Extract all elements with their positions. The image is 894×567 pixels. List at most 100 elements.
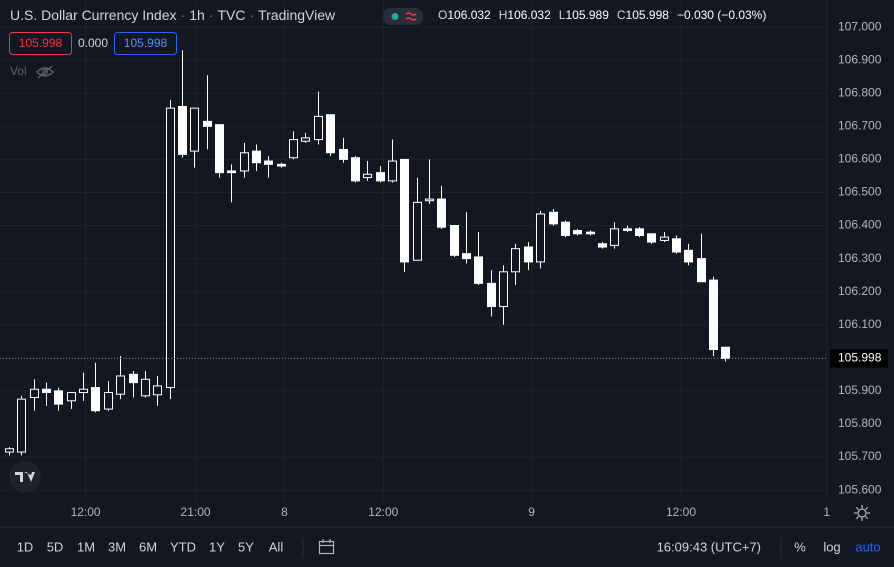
x-tick-label: 12:00 (666, 505, 696, 519)
range-button[interactable]: 1D (17, 539, 34, 554)
range-button[interactable]: All (269, 539, 284, 554)
candle-body (153, 385, 162, 396)
scale-option[interactable]: % (794, 539, 806, 554)
candle-body (363, 173, 372, 179)
candle-body (623, 228, 632, 231)
goto-date-icon[interactable] (318, 539, 335, 555)
x-tick-label: 8 (281, 505, 288, 519)
y-tick-label: 107.000 (838, 19, 882, 33)
x-tick-label: 1 (823, 505, 830, 519)
y-tick-label: 105.600 (838, 482, 882, 496)
buy-box[interactable] (114, 32, 177, 55)
candle-body (536, 213, 545, 263)
range-button[interactable]: 5Y (238, 539, 254, 554)
range-button[interactable]: 6M (139, 539, 157, 554)
separator: · (181, 7, 186, 23)
range-button[interactable]: 3M (108, 539, 126, 554)
settings-icon[interactable] (854, 505, 870, 521)
candle-body (351, 157, 360, 182)
range-button[interactable]: 5D (47, 539, 64, 554)
y-tick-label: 106.400 (838, 218, 882, 232)
candle-body (721, 346, 730, 359)
candle-body (54, 390, 63, 405)
candle-body (178, 105, 187, 155)
scale-option[interactable]: log (823, 539, 840, 554)
candle-body (462, 253, 471, 260)
candle-body (79, 388, 88, 394)
range-button[interactable]: YTD (170, 539, 196, 554)
grid (0, 0, 828, 500)
legend-key: O (438, 8, 447, 22)
candle-body (129, 373, 138, 384)
candle-body (511, 248, 520, 273)
candle-body (400, 158, 409, 263)
candle-body (549, 211, 558, 225)
delayed-icon (405, 12, 417, 21)
title-part: TVC (217, 7, 245, 23)
candles (5, 50, 730, 456)
candle-body (376, 172, 385, 182)
legend-change: −0.030 (−0.03%) (677, 8, 766, 22)
legend-value: 106.032 (447, 8, 491, 22)
candle-body (474, 256, 483, 284)
y-tick-label: 105.800 (838, 416, 882, 430)
candle-body (104, 392, 113, 410)
legend-value: 106.032 (507, 8, 551, 22)
candle-body (524, 246, 533, 263)
scale-option[interactable]: auto (855, 539, 880, 554)
candle-body (425, 198, 434, 202)
separator: · (209, 7, 214, 23)
toolbar: 1D 5D 1M 3M 6M YTD 1Y 5Y All% log auto (17, 539, 881, 554)
candle-body (264, 160, 273, 165)
candle-body (326, 114, 335, 154)
last-price-label: 105.998 (838, 351, 882, 365)
range-button[interactable]: 1Y (209, 539, 225, 554)
status-pill[interactable] (383, 8, 423, 25)
candle-body (388, 160, 397, 182)
title-part: U.S. Dollar Currency Index (10, 7, 177, 23)
y-tick-label: 106.300 (838, 251, 882, 265)
title-part: 1h (189, 7, 205, 23)
x-tick-label: 12:00 (71, 505, 101, 519)
tv-logo-mark (15, 472, 35, 482)
candle-body (5, 448, 14, 453)
y-tick-label: 105.900 (838, 383, 882, 397)
candle-body (635, 228, 644, 236)
candle-body (227, 170, 236, 174)
candle-body (610, 228, 619, 246)
y-tick-label: 105.700 (838, 449, 882, 463)
candle-body (252, 150, 261, 164)
candle-body (30, 388, 39, 398)
candle-body (413, 201, 422, 261)
hidden-eye-icon[interactable] (36, 65, 54, 79)
market-open-dot (391, 13, 399, 20)
candle-body (598, 243, 607, 248)
candle-body (301, 137, 310, 142)
y-tick-label: 106.700 (838, 118, 882, 132)
ohlc-legend: O106.032 H106.032 L105.989 C105.998 −0.030 (… (438, 8, 766, 22)
candle-body (67, 392, 76, 402)
candle-body (141, 378, 150, 397)
candle-body (203, 120, 212, 127)
x-tick-label: 12:00 (368, 505, 398, 519)
y-tick-label: 106.100 (838, 317, 882, 331)
candle-body (289, 139, 298, 159)
candle-body (240, 152, 249, 172)
candle-body (277, 163, 286, 167)
y-tick-label: 106.200 (838, 284, 882, 298)
candle-body (697, 258, 706, 283)
range-button[interactable]: 1M (77, 539, 95, 554)
candle-body (499, 271, 508, 308)
clock: 16:09:43 (UTC+7) (657, 539, 761, 554)
legend-key: C (617, 8, 626, 22)
last-price-box (830, 349, 888, 368)
tv-logo[interactable] (9, 461, 41, 493)
x-tick-label: 9 (528, 505, 535, 519)
legend-key: L (559, 8, 566, 22)
ask-price: 105.998 (124, 36, 168, 50)
y-tick-label: 106.800 (838, 85, 882, 99)
bid-price: 105.998 (19, 36, 63, 50)
sell-box[interactable] (9, 32, 72, 55)
candle-body (215, 124, 224, 174)
separator: · (249, 7, 254, 23)
